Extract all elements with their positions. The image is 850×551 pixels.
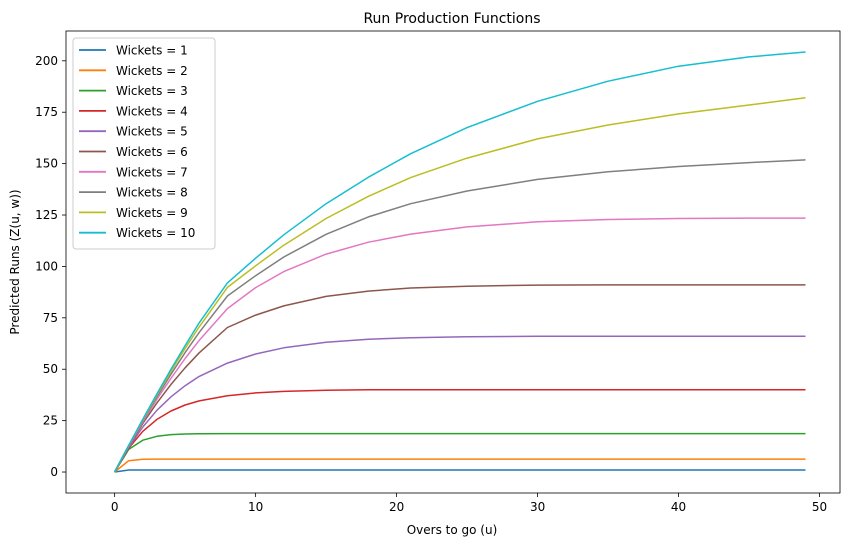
- series-line-4: [113, 389, 806, 473]
- legend-label-10: Wickets = 10: [116, 226, 195, 240]
- legend-label-9: Wickets = 9: [116, 206, 188, 220]
- y-tick-label: 150: [35, 157, 58, 171]
- axes-frame: [65, 30, 841, 494]
- y-tick-label: 175: [35, 105, 58, 119]
- y-tick-label: 0: [50, 465, 58, 479]
- series-line-10: [113, 51, 806, 473]
- series-line-3: [113, 432, 806, 473]
- legend-box: [72, 37, 216, 250]
- plot-area: [113, 51, 806, 473]
- legend-label-8: Wickets = 8: [116, 186, 188, 200]
- y-tick-label: 125: [35, 208, 58, 222]
- x-tick-label: 10: [248, 500, 263, 514]
- legend-label-5: Wickets = 5: [116, 125, 188, 139]
- legend-label-1: Wickets = 1: [116, 44, 188, 58]
- legend: Wickets = 1 Wickets = 2 Wickets = 3 Wickets…: [72, 37, 216, 250]
- series-line-8: [113, 159, 806, 473]
- x-tick-label: 20: [389, 500, 404, 514]
- x-axis: 0 10 20 30 40 50: [111, 493, 827, 514]
- legend-label-2: Wickets = 2: [116, 64, 188, 78]
- legend-label-3: Wickets = 3: [116, 84, 188, 98]
- y-tick-label: 200: [35, 54, 58, 68]
- series-line-2: [114, 458, 806, 473]
- y-tick-label: 100: [35, 259, 58, 273]
- legend-label-4: Wickets = 4: [116, 104, 188, 118]
- legend-label-6: Wickets = 6: [116, 145, 188, 159]
- x-axis-label: Overs to go (u): [407, 523, 498, 537]
- x-tick-label: 50: [812, 500, 827, 514]
- legend-label-7: Wickets = 7: [116, 165, 188, 179]
- y-tick-label: 25: [43, 414, 58, 428]
- y-axis-label: Predicted Runs (Z(u, w)): [8, 189, 22, 334]
- chart-title: Run Production Functions: [363, 11, 540, 27]
- x-tick-label: 40: [671, 500, 686, 514]
- x-tick-label: 30: [530, 500, 545, 514]
- y-tick-label: 75: [43, 311, 58, 325]
- x-tick-label: 0: [111, 500, 119, 514]
- y-tick-label: 50: [43, 362, 58, 376]
- series-line-7: [113, 217, 806, 473]
- series-line-1: [114, 469, 806, 473]
- series-line-6: [113, 284, 806, 473]
- y-axis: 0 25 50 75 100 125 150 175 200: [35, 54, 66, 479]
- series-line-5: [113, 335, 806, 473]
